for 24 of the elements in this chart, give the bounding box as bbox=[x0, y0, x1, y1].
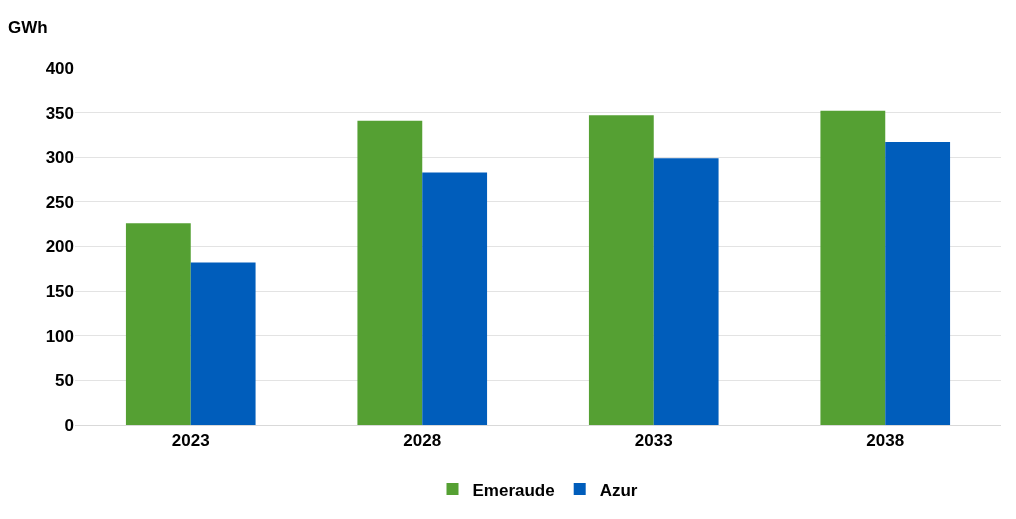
y-tick-label: 100 bbox=[45, 326, 74, 346]
y-tick-label: 250 bbox=[45, 192, 74, 212]
y-tick-label: 350 bbox=[45, 103, 74, 123]
x-tick-label: 2028 bbox=[403, 431, 442, 451]
bar bbox=[653, 158, 719, 425]
y-tick-label: 200 bbox=[45, 237, 74, 257]
y-tick-label: 300 bbox=[45, 148, 74, 168]
y-tick-label: 0 bbox=[64, 415, 74, 435]
y-tick-label: 50 bbox=[55, 371, 74, 391]
bar bbox=[885, 142, 951, 425]
bar bbox=[820, 110, 886, 425]
y-tick-label: 150 bbox=[45, 282, 74, 302]
x-tick-label: 2038 bbox=[866, 431, 905, 451]
bar bbox=[190, 262, 256, 425]
x-tick-label: 2023 bbox=[171, 431, 210, 451]
y-axis-title: GWh bbox=[8, 18, 48, 37]
y-tick-label: 400 bbox=[45, 58, 74, 78]
bar bbox=[422, 172, 488, 425]
legend-label: Emeraude bbox=[472, 480, 555, 500]
bar bbox=[588, 115, 654, 425]
bar bbox=[125, 223, 191, 425]
x-tick-label: 2033 bbox=[634, 431, 673, 451]
bar bbox=[357, 120, 423, 425]
legend-label: Azur bbox=[599, 480, 638, 500]
